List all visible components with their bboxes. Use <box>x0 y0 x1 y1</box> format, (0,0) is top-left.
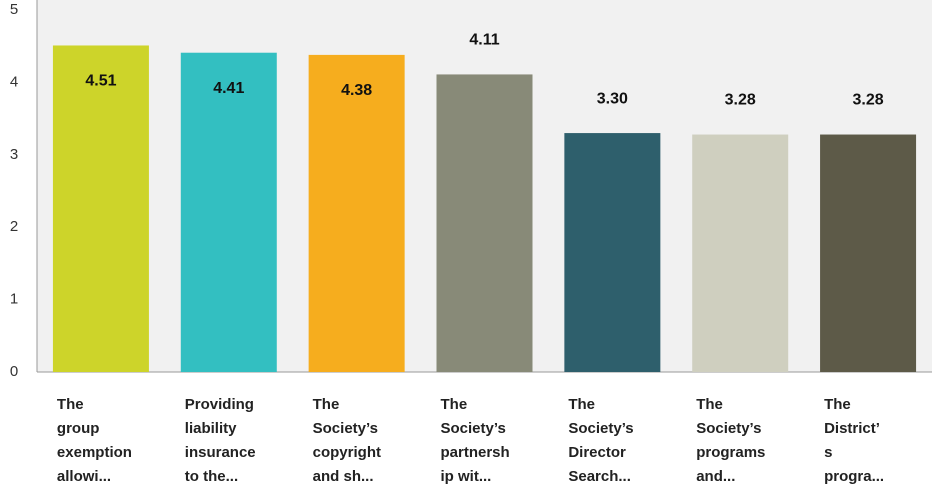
x-tick-label: Society’s <box>313 420 378 437</box>
x-tick-label: Director <box>568 444 626 461</box>
x-tick-label: partnersh <box>441 444 510 461</box>
y-tick-label: 5 <box>10 1 18 18</box>
y-tick-label: 1 <box>10 291 18 308</box>
x-tick-label: The <box>824 396 851 413</box>
x-tick-label: s <box>824 444 832 461</box>
value-label: 4.11 <box>469 32 499 49</box>
bar <box>52 45 149 372</box>
y-tick-label: 4 <box>10 73 18 90</box>
x-tick-label: Search... <box>568 468 631 485</box>
x-tick-label: The <box>57 396 84 413</box>
value-label: 4.51 <box>85 73 116 90</box>
x-tick-label: insurance <box>185 444 256 461</box>
value-label: 3.28 <box>853 92 884 109</box>
x-tick-label: and sh... <box>313 468 374 485</box>
value-label: 4.41 <box>213 80 244 97</box>
x-tick-label: Society’s <box>696 420 761 437</box>
x-tick-label: Providing <box>185 396 254 413</box>
bar <box>564 133 661 372</box>
bar <box>692 134 789 372</box>
value-label: 3.30 <box>597 90 628 107</box>
x-tick-label: Society’s <box>441 420 506 437</box>
x-tick-label: District’ <box>824 420 880 437</box>
y-tick-label: 0 <box>10 363 18 380</box>
bar <box>308 54 405 372</box>
x-tick-label: The <box>313 396 340 413</box>
x-tick-label: ip wit... <box>441 468 492 485</box>
x-tick-label: copyright <box>313 444 381 461</box>
bar <box>436 74 533 372</box>
x-tick-label: programs <box>696 444 765 461</box>
x-tick-label: to the... <box>185 468 238 485</box>
bar <box>180 52 277 372</box>
x-tick-label: allowi... <box>57 468 111 485</box>
bar <box>820 134 917 372</box>
x-tick-label: exemption <box>57 444 132 461</box>
x-tick-label: The <box>441 396 468 413</box>
y-tick-label: 2 <box>10 218 18 235</box>
value-label: 3.28 <box>725 92 756 109</box>
x-tick-label: The <box>568 396 595 413</box>
x-tick-label: group <box>57 420 100 437</box>
x-tick-label: progra... <box>824 468 884 485</box>
x-tick-label: The <box>696 396 723 413</box>
x-tick-label: liability <box>185 420 237 437</box>
x-tick-label: and... <box>696 468 735 485</box>
value-label: 4.38 <box>341 82 372 99</box>
x-tick-label: Society’s <box>568 420 633 437</box>
y-tick-label: 3 <box>10 146 18 163</box>
